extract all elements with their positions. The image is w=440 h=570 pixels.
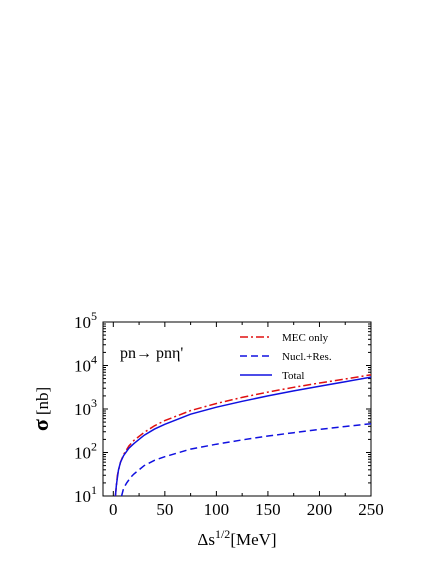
y-tick-label-exponent: 1	[91, 483, 97, 497]
legend: MEC only Nucl.+Res. Total	[240, 332, 332, 382]
x-axis-label: Δs1/2[MeV]	[197, 527, 276, 549]
y-tick-label-exponent: 2	[91, 440, 97, 454]
series-group	[114, 374, 372, 497]
y-tick-label: 101	[74, 483, 97, 506]
annotation-reaction: pn→ pnη'	[120, 345, 183, 362]
y-tick-label: 102	[74, 440, 97, 463]
legend-label: MEC only	[282, 332, 329, 344]
y-axis-label-unit: [nb]	[33, 387, 52, 415]
y-tick-label-base: 10	[74, 313, 91, 332]
y-tick-label: 104	[74, 353, 97, 376]
y-tick-label-exponent: 5	[91, 309, 97, 323]
x-tick-label: 200	[307, 500, 333, 519]
y-tick-label: 103	[74, 396, 97, 419]
series-line-total	[114, 376, 372, 497]
x-tick-label: 0	[109, 500, 118, 519]
x-tick-label: 150	[255, 500, 281, 519]
y-tick-label-exponent: 3	[91, 396, 97, 410]
series-line-nucl-res	[120, 422, 372, 497]
legend-label: Total	[282, 370, 304, 382]
legend-label: Nucl.+Res.	[282, 351, 332, 363]
x-tick-label: 250	[358, 500, 384, 519]
x-tick-label: 50	[156, 500, 173, 519]
x-axis-label-main: Δs	[197, 530, 215, 549]
y-tick-label-base: 10	[74, 357, 91, 376]
x-axis-label-unit: [MeV]	[230, 530, 276, 549]
y-tick-label: 105	[74, 309, 97, 332]
y-tick-label-base: 10	[74, 400, 91, 419]
y-tick-label-base: 10	[74, 444, 91, 463]
x-axis-label-sup: 1/2	[215, 527, 230, 541]
y-tick-label-base: 10	[74, 487, 91, 506]
y-axis-label: σ [nb]	[28, 387, 53, 431]
y-tick-label-exponent: 4	[91, 353, 97, 367]
series-line-mec-only	[114, 374, 372, 497]
y-axis-label-symbol: σ	[28, 419, 53, 431]
x-tick-label: 100	[204, 500, 230, 519]
